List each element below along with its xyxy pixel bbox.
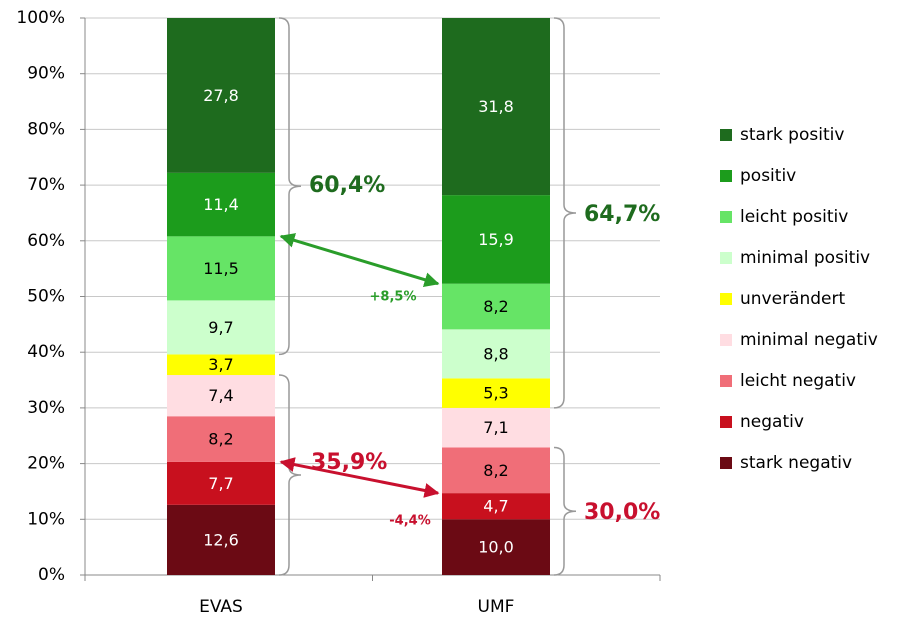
change-arrow: [279, 233, 440, 287]
value-label: 7,7: [208, 474, 233, 493]
value-label: 3,7: [208, 355, 233, 374]
y-tick-label: 50%: [27, 287, 65, 307]
legend-label: stark positiv: [740, 125, 844, 145]
y-tick-label: 40%: [27, 342, 65, 362]
legend-label: leicht negativ: [740, 371, 856, 391]
brace: [278, 374, 302, 576]
bar-segment: [442, 195, 550, 284]
x-tick-label: UMF: [478, 597, 515, 617]
value-label: 8,8: [483, 344, 508, 363]
y-tick-label: 70%: [27, 175, 65, 195]
legend-swatch: [720, 293, 732, 305]
value-label: 11,4: [203, 195, 239, 214]
bar-segment: [167, 354, 275, 376]
brace: [553, 17, 577, 409]
bar-segment: [442, 378, 550, 408]
bar-segment: [442, 407, 550, 448]
bar-segment: [167, 416, 275, 462]
bar-segment: [167, 300, 275, 355]
legend-label: minimal positiv: [740, 248, 870, 268]
annotation: -4,4%: [389, 514, 430, 529]
brace: [553, 446, 577, 576]
bar-segment: [442, 329, 550, 379]
bar-segment: [167, 172, 275, 237]
y-tick-label: 60%: [27, 231, 65, 251]
y-tick-label: 90%: [27, 64, 65, 84]
annotation: 64,7%: [584, 202, 660, 227]
legend-label: leicht positiv: [740, 207, 848, 227]
annotation: 35,9%: [311, 450, 387, 475]
value-label: 12,6: [203, 530, 239, 549]
value-label: 31,8: [478, 97, 514, 116]
value-label: 7,1: [483, 418, 508, 437]
legend-swatch: [720, 375, 732, 387]
annotation: 60,4%: [309, 173, 385, 198]
y-tick-label: 10%: [27, 509, 65, 529]
y-tick-label: 30%: [27, 398, 65, 418]
legend-swatch: [720, 211, 732, 223]
legend-label: positiv: [740, 166, 796, 186]
legend-label: unverändert: [740, 289, 845, 309]
brace: [278, 17, 302, 356]
bar-segment: [442, 519, 550, 575]
bar-segment: [167, 375, 275, 417]
value-label: 8,2: [483, 461, 508, 480]
bar-segment: [167, 461, 275, 505]
legend-swatch: [720, 129, 732, 141]
value-label: 7,4: [208, 386, 233, 405]
bar-segment: [167, 236, 275, 301]
annotation: 30,0%: [584, 500, 660, 525]
y-tick-label: 80%: [27, 119, 65, 139]
value-label: 10,0: [478, 538, 514, 557]
change-arrow: [279, 457, 440, 498]
value-label: 11,5: [203, 259, 239, 278]
value-label: 8,2: [208, 430, 233, 449]
annotation: +8,5%: [370, 290, 417, 305]
value-label: 15,9: [478, 230, 514, 249]
bar-segment: [442, 18, 550, 196]
legend-swatch: [720, 252, 732, 264]
value-label: 9,7: [208, 318, 233, 337]
y-tick-label: 100%: [16, 8, 65, 28]
value-label: 8,2: [483, 297, 508, 316]
y-tick-label: 0%: [38, 565, 65, 585]
bar-segment: [442, 493, 550, 520]
bar-segment: [442, 283, 550, 330]
y-tick-label: 20%: [27, 454, 65, 474]
legend-swatch: [720, 170, 732, 182]
value-label: 27,8: [203, 86, 239, 105]
bar-segment: [442, 447, 550, 494]
x-tick-label: EVAS: [199, 597, 243, 617]
legend-label: minimal negativ: [740, 330, 878, 350]
value-label: 4,7: [483, 497, 508, 516]
value-label: 5,3: [483, 384, 508, 403]
legend-swatch: [720, 334, 732, 346]
legend-label: stark negativ: [740, 453, 852, 473]
bar-segment: [167, 18, 275, 173]
bar-segment: [167, 504, 275, 575]
legend-swatch: [720, 457, 732, 469]
legend-label: negativ: [740, 412, 804, 432]
legend-swatch: [720, 416, 732, 428]
